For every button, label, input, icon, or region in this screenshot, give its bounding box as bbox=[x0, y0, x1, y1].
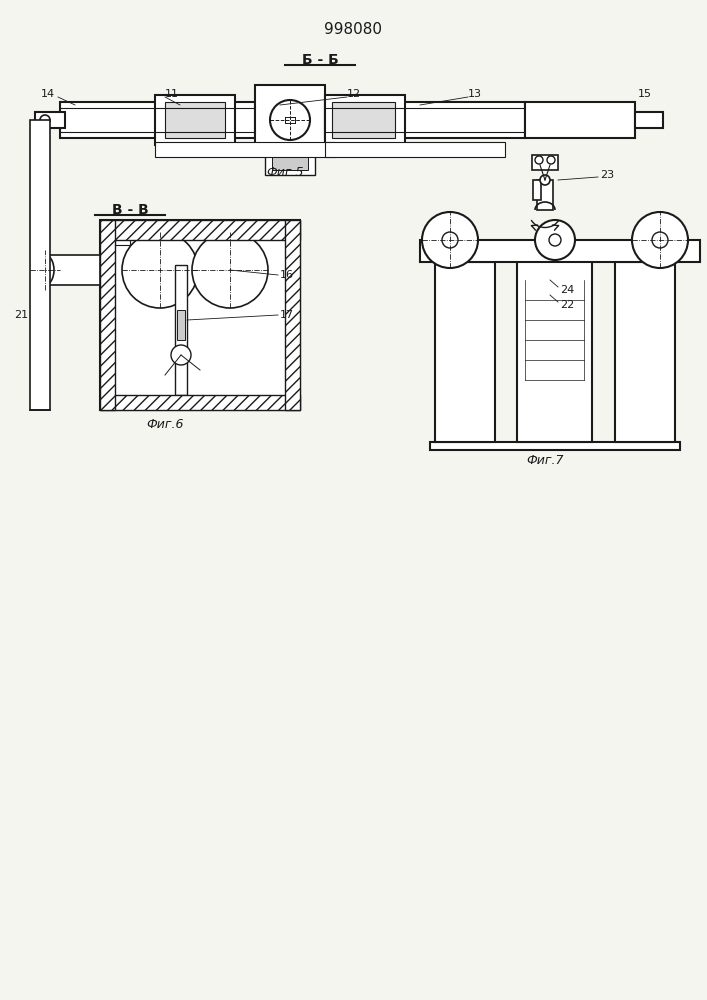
Bar bbox=[175, 265, 187, 395]
Bar bbox=[155, 142, 335, 157]
Text: Фиг.5: Фиг.5 bbox=[267, 166, 304, 180]
Bar bbox=[517, 242, 592, 442]
Circle shape bbox=[632, 212, 688, 268]
Bar bbox=[525, 102, 635, 138]
Ellipse shape bbox=[36, 255, 54, 285]
Text: 21: 21 bbox=[14, 310, 28, 320]
Text: 12: 12 bbox=[347, 89, 361, 99]
Circle shape bbox=[422, 212, 478, 268]
Bar bbox=[615, 262, 675, 442]
Bar bbox=[420, 240, 700, 262]
Circle shape bbox=[192, 232, 268, 308]
Bar bbox=[435, 262, 495, 442]
Bar bbox=[255, 85, 325, 155]
Circle shape bbox=[40, 115, 50, 125]
Circle shape bbox=[547, 156, 555, 164]
Bar bbox=[177, 310, 185, 340]
Text: 24: 24 bbox=[560, 285, 574, 295]
Bar bbox=[430, 442, 680, 450]
Bar bbox=[332, 102, 395, 138]
Bar bbox=[537, 180, 553, 210]
Text: 11: 11 bbox=[165, 89, 179, 99]
Bar bbox=[325, 102, 525, 138]
Bar bbox=[100, 220, 115, 410]
Circle shape bbox=[549, 234, 561, 246]
Bar bbox=[272, 156, 308, 170]
Bar bbox=[635, 112, 663, 128]
Text: 22: 22 bbox=[560, 300, 574, 310]
Circle shape bbox=[171, 345, 191, 365]
Text: Б - Б: Б - Б bbox=[302, 53, 339, 67]
Bar bbox=[285, 220, 300, 410]
Bar bbox=[325, 95, 405, 145]
Circle shape bbox=[535, 156, 543, 164]
Circle shape bbox=[270, 100, 310, 140]
Bar bbox=[100, 395, 300, 410]
Text: В - В: В - В bbox=[112, 203, 148, 217]
Bar bbox=[115, 237, 130, 245]
Text: 998080: 998080 bbox=[324, 22, 382, 37]
Text: 14: 14 bbox=[41, 89, 55, 99]
Bar bbox=[325, 142, 505, 157]
Bar bbox=[155, 95, 235, 145]
Text: 23: 23 bbox=[600, 170, 614, 180]
Text: 16: 16 bbox=[280, 270, 294, 280]
Bar bbox=[265, 153, 315, 175]
Circle shape bbox=[652, 232, 668, 248]
Bar bbox=[532, 155, 558, 170]
Text: 17: 17 bbox=[280, 310, 294, 320]
Circle shape bbox=[442, 232, 458, 248]
Text: Фиг.7: Фиг.7 bbox=[526, 454, 563, 466]
Bar bbox=[533, 180, 541, 200]
Text: 13: 13 bbox=[468, 89, 482, 99]
Bar bbox=[45, 255, 100, 285]
Bar bbox=[100, 220, 300, 240]
Circle shape bbox=[540, 175, 550, 185]
Bar bbox=[165, 102, 225, 138]
Bar bbox=[60, 102, 255, 138]
Circle shape bbox=[122, 232, 198, 308]
Text: Фиг.6: Фиг.6 bbox=[146, 418, 184, 432]
Bar bbox=[35, 112, 65, 128]
Bar bbox=[100, 220, 300, 410]
Bar bbox=[115, 240, 285, 395]
Circle shape bbox=[535, 220, 575, 260]
Text: 15: 15 bbox=[638, 89, 652, 99]
Bar bbox=[30, 120, 50, 410]
